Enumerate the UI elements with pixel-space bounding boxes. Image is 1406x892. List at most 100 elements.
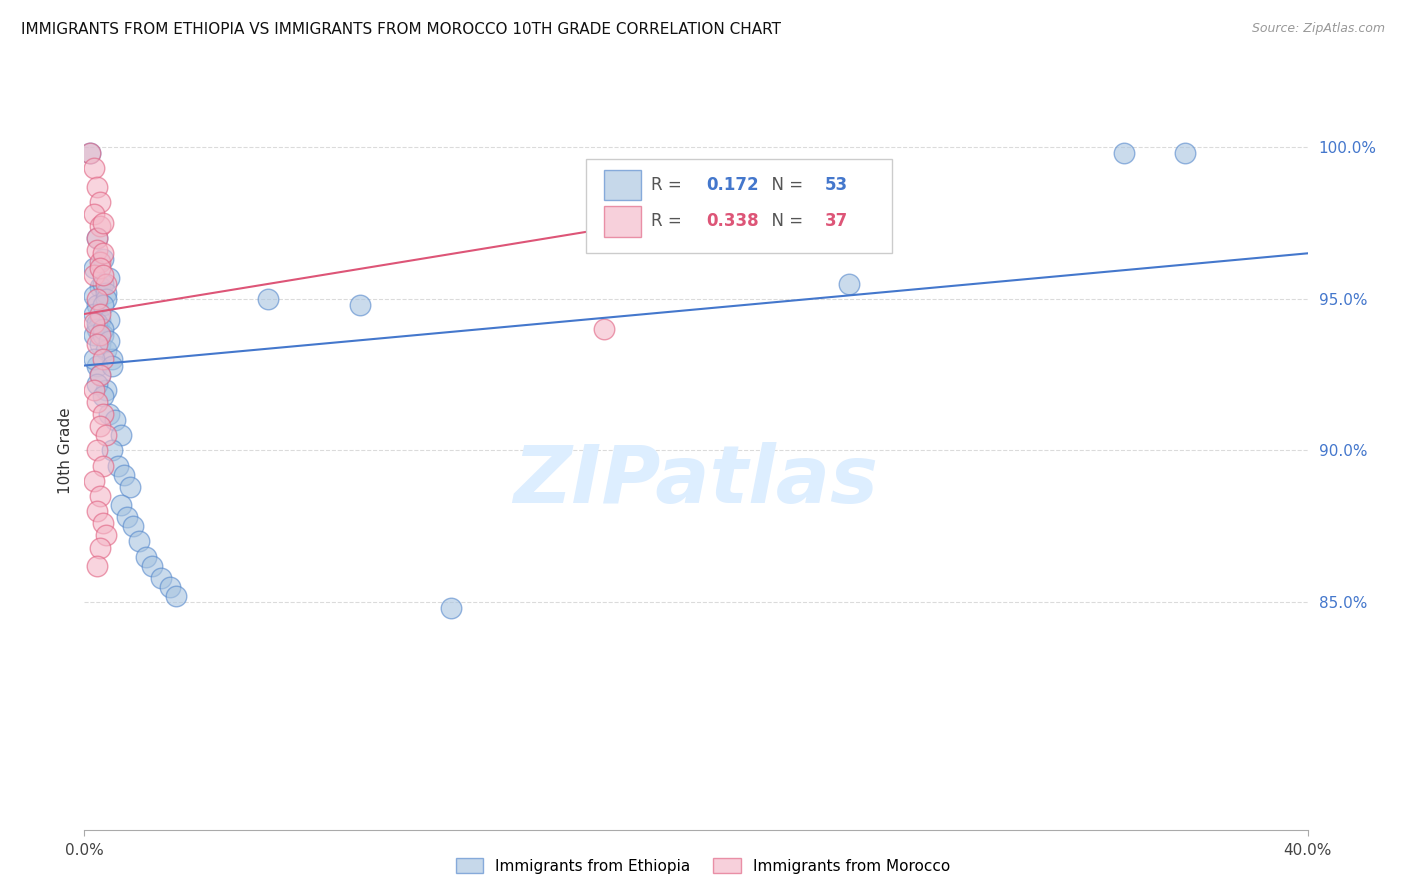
Text: Source: ZipAtlas.com: Source: ZipAtlas.com bbox=[1251, 22, 1385, 36]
Point bbox=[79, 146, 101, 161]
FancyBboxPatch shape bbox=[605, 206, 641, 236]
Point bbox=[165, 589, 187, 603]
FancyBboxPatch shape bbox=[586, 159, 891, 253]
Point bbox=[86, 395, 108, 409]
Point bbox=[107, 458, 129, 473]
Point bbox=[91, 298, 114, 312]
Point bbox=[83, 383, 105, 397]
Point bbox=[97, 313, 120, 327]
Point bbox=[91, 322, 114, 336]
Point bbox=[115, 510, 138, 524]
Point bbox=[83, 328, 105, 343]
Point bbox=[91, 246, 114, 260]
Text: 37: 37 bbox=[824, 212, 848, 230]
Point bbox=[128, 534, 150, 549]
Point bbox=[86, 558, 108, 573]
Point bbox=[86, 292, 108, 306]
Point bbox=[159, 580, 181, 594]
Point bbox=[94, 292, 117, 306]
Point bbox=[94, 383, 117, 397]
Point bbox=[86, 376, 108, 391]
Point bbox=[838, 277, 860, 291]
Point bbox=[86, 504, 108, 518]
Point bbox=[91, 216, 114, 230]
Point bbox=[91, 407, 114, 421]
Point bbox=[91, 268, 114, 282]
Point bbox=[104, 413, 127, 427]
Point bbox=[97, 334, 120, 349]
Point bbox=[91, 252, 114, 267]
FancyBboxPatch shape bbox=[605, 170, 641, 201]
Point bbox=[86, 244, 108, 258]
Point bbox=[83, 352, 105, 367]
Point bbox=[83, 161, 105, 176]
Legend: Immigrants from Ethiopia, Immigrants from Morocco: Immigrants from Ethiopia, Immigrants fro… bbox=[450, 852, 956, 880]
Point bbox=[91, 352, 114, 367]
Point bbox=[94, 277, 117, 291]
Point bbox=[89, 307, 111, 321]
Point bbox=[135, 549, 157, 564]
Point bbox=[91, 458, 114, 473]
Point bbox=[257, 292, 280, 306]
Point bbox=[89, 261, 111, 276]
Text: N =: N = bbox=[761, 212, 808, 230]
Point bbox=[101, 359, 124, 373]
Point bbox=[89, 419, 111, 434]
Point bbox=[83, 474, 105, 488]
Point bbox=[94, 428, 117, 442]
Point bbox=[89, 279, 111, 293]
Point bbox=[83, 289, 105, 303]
Point bbox=[94, 343, 117, 358]
Point bbox=[91, 389, 114, 403]
Point bbox=[86, 179, 108, 194]
Point bbox=[83, 207, 105, 221]
Text: ZIPatlas: ZIPatlas bbox=[513, 442, 879, 520]
Point bbox=[1174, 146, 1197, 161]
Point bbox=[91, 516, 114, 531]
Point bbox=[97, 407, 120, 421]
Point bbox=[83, 307, 105, 321]
Point bbox=[89, 368, 111, 382]
Point bbox=[440, 601, 463, 615]
Point bbox=[83, 261, 105, 276]
Point bbox=[86, 231, 108, 245]
Point bbox=[89, 541, 111, 555]
Point bbox=[79, 146, 101, 161]
Point bbox=[94, 528, 117, 542]
Point bbox=[89, 219, 111, 233]
Point bbox=[101, 443, 124, 458]
Point bbox=[122, 519, 145, 533]
Text: IMMIGRANTS FROM ETHIOPIA VS IMMIGRANTS FROM MOROCCO 10TH GRADE CORRELATION CHART: IMMIGRANTS FROM ETHIOPIA VS IMMIGRANTS F… bbox=[21, 22, 782, 37]
Point bbox=[141, 558, 163, 573]
Point bbox=[1114, 146, 1136, 161]
Point bbox=[83, 316, 105, 330]
Point bbox=[86, 316, 108, 330]
Point bbox=[94, 285, 117, 300]
Point bbox=[89, 313, 111, 327]
Text: 53: 53 bbox=[824, 176, 848, 194]
Point bbox=[101, 352, 124, 367]
Point bbox=[86, 443, 108, 458]
Point bbox=[86, 231, 108, 245]
Point bbox=[149, 571, 172, 585]
Text: 0.172: 0.172 bbox=[706, 176, 758, 194]
Text: R =: R = bbox=[651, 176, 686, 194]
Point bbox=[89, 255, 111, 269]
Point bbox=[120, 480, 142, 494]
Point bbox=[110, 498, 132, 512]
Point bbox=[89, 328, 111, 343]
Point bbox=[91, 328, 114, 343]
Text: 0.338: 0.338 bbox=[706, 212, 758, 230]
Point bbox=[83, 268, 105, 282]
Y-axis label: 10th Grade: 10th Grade bbox=[58, 407, 73, 494]
Point bbox=[89, 337, 111, 351]
Point bbox=[86, 322, 108, 336]
Point bbox=[112, 467, 135, 482]
Point bbox=[91, 277, 114, 291]
Point bbox=[110, 428, 132, 442]
Text: R =: R = bbox=[651, 212, 686, 230]
Point bbox=[593, 322, 616, 336]
Point bbox=[97, 270, 120, 285]
Point bbox=[89, 368, 111, 382]
Point bbox=[349, 298, 371, 312]
